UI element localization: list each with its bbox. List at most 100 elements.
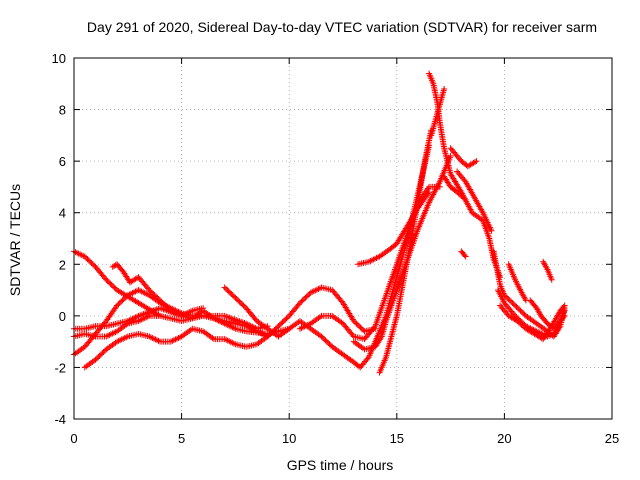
data-point: [231, 293, 238, 300]
data-point: [162, 302, 169, 309]
x-axis-ticks: 0 5 10 15 20 25: [70, 58, 619, 446]
data-point: [488, 227, 495, 234]
data-point: [356, 323, 363, 330]
data-point: [508, 298, 515, 305]
data-point: [111, 284, 118, 291]
data-point: [447, 152, 454, 159]
data-point: [354, 321, 361, 328]
data-point: [225, 288, 232, 295]
data-point: [270, 328, 277, 335]
series-track-18: [454, 168, 495, 234]
data-point: [520, 323, 527, 330]
data-point: [299, 297, 306, 304]
data-point: [237, 299, 244, 306]
data-point: [461, 195, 468, 202]
x-tick-label: 10: [282, 431, 296, 446]
data-point: [426, 189, 433, 196]
data-point: [271, 327, 278, 334]
data-point: [235, 297, 242, 304]
data-point: [266, 332, 273, 339]
data-point: [81, 253, 88, 260]
data-point: [100, 348, 107, 355]
data-point: [239, 301, 246, 308]
data-point: [95, 354, 102, 361]
data-point: [222, 285, 229, 292]
data-point: [319, 334, 326, 341]
data-point: [276, 321, 283, 328]
data-point: [302, 294, 309, 301]
data-point: [323, 338, 330, 345]
data-point: [103, 276, 110, 283]
data-point: [229, 292, 236, 299]
data-point: [561, 302, 568, 309]
series-track-12: [376, 127, 435, 376]
data-point: [548, 276, 555, 283]
data-point: [560, 303, 567, 310]
data-point: [522, 297, 529, 304]
data-point: [115, 301, 122, 308]
data-point: [506, 297, 513, 304]
data-point: [92, 356, 99, 363]
data-point: [161, 301, 168, 308]
data-point: [461, 177, 468, 184]
data-point: [504, 294, 511, 301]
data-point: [158, 298, 165, 305]
series-track-17: [447, 145, 480, 170]
data-point: [371, 324, 378, 331]
data-point: [352, 319, 359, 326]
data-point: [134, 275, 141, 282]
x-tick-label: 20: [497, 431, 511, 446]
y-tick-label: 6: [59, 154, 66, 169]
data-point: [325, 339, 332, 346]
data-point: [358, 325, 365, 332]
data-point: [107, 280, 114, 287]
data-point: [88, 259, 95, 266]
data-point: [462, 196, 469, 203]
series-track-15: [428, 85, 448, 139]
data-point: [149, 289, 156, 296]
data-points: [71, 70, 568, 376]
data-point: [99, 350, 106, 357]
chart-title: Day 291 of 2020, Sidereal Day-to-day VTE…: [87, 19, 597, 35]
data-point: [119, 297, 126, 304]
data-point: [303, 293, 310, 300]
data-point: [458, 192, 465, 199]
data-point: [89, 261, 96, 268]
data-point: [157, 312, 164, 319]
data-point: [224, 287, 231, 294]
x-tick-label: 5: [178, 431, 185, 446]
data-point: [473, 158, 480, 165]
series-track-6: [109, 261, 207, 319]
data-point: [85, 257, 92, 264]
data-point: [556, 319, 563, 326]
data-point: [278, 320, 285, 327]
data-point: [353, 320, 360, 327]
data-point: [252, 316, 259, 323]
data-point: [232, 294, 239, 301]
series-track-23: [540, 258, 555, 283]
data-point: [102, 275, 109, 282]
data-point: [228, 290, 235, 297]
data-point: [264, 333, 271, 340]
x-axis-label: GPS time / hours: [287, 457, 394, 473]
series-track-4: [81, 325, 271, 371]
plot-frame: [73, 57, 613, 420]
series-track-22: [527, 297, 568, 332]
data-point: [122, 294, 129, 301]
data-point: [96, 352, 103, 359]
data-point: [87, 258, 94, 265]
data-point: [454, 189, 461, 196]
data-point: [118, 298, 125, 305]
data-point: [518, 308, 525, 315]
y-tick-label: 2: [59, 257, 66, 272]
data-point: [326, 341, 333, 348]
data-point: [322, 337, 329, 344]
series-track-7: [221, 284, 282, 340]
data-point: [116, 299, 123, 306]
data-point: [233, 296, 240, 303]
series-track-3: [71, 305, 293, 337]
data-point: [377, 334, 384, 341]
x-tick-label: 15: [390, 431, 404, 446]
